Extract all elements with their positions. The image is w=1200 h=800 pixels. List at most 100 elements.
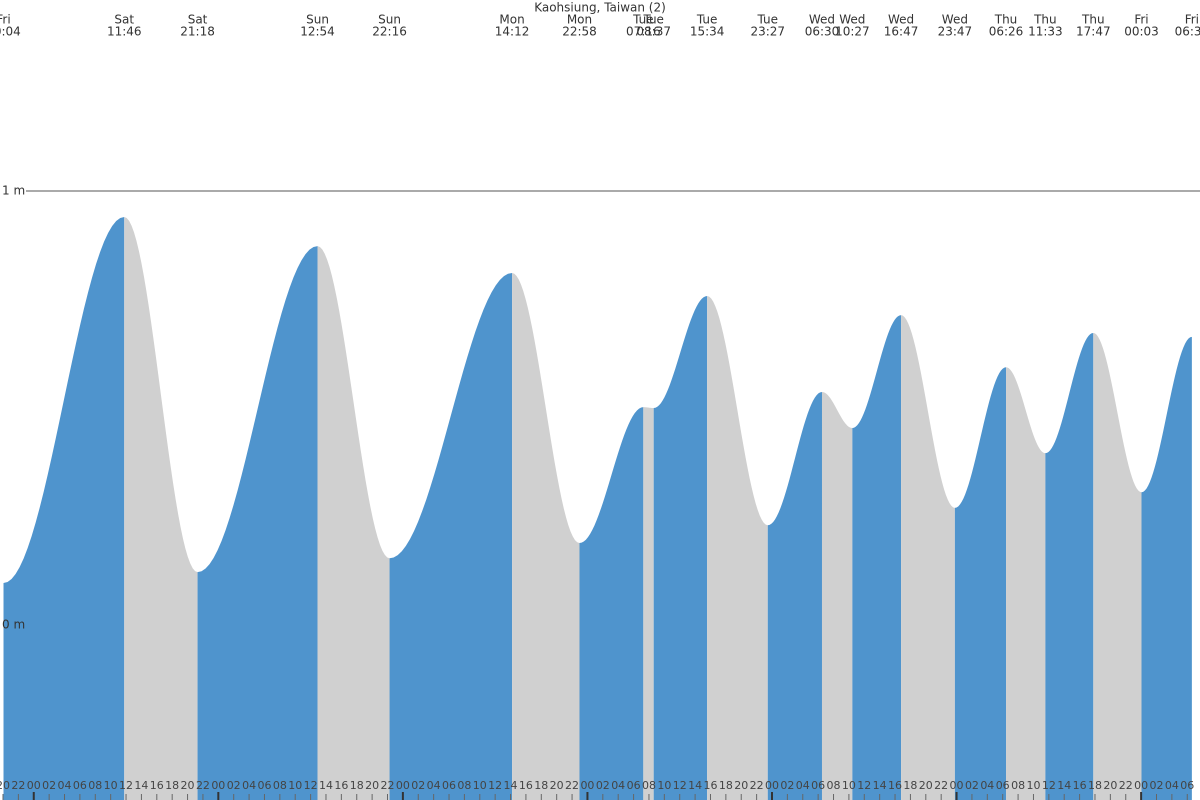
extreme-day: Wed — [942, 13, 968, 27]
rising-area — [1045, 332, 1094, 800]
extreme-time: 23:47 — [938, 25, 973, 39]
hour-label: 14 — [1057, 779, 1071, 792]
hour-label: 12 — [1042, 779, 1056, 792]
hour-label: 16 — [888, 779, 902, 792]
extreme-day: Tue — [696, 13, 718, 27]
extreme-time: 14:12 — [495, 25, 530, 39]
extreme-time: 11:46 — [107, 25, 142, 39]
rising-area — [767, 391, 822, 800]
extreme-day: Thu — [994, 13, 1018, 27]
extreme-time: 22:58 — [562, 25, 597, 39]
hour-label: 02 — [965, 779, 979, 792]
extreme-day: Sun — [306, 13, 329, 27]
hour-label: 18 — [719, 779, 733, 792]
hour-label: 14 — [688, 779, 702, 792]
extreme-time: 16:47 — [884, 25, 919, 39]
hour-label: 00 — [765, 779, 779, 792]
extreme-day: Thu — [1033, 13, 1057, 27]
hour-label: 06 — [627, 779, 641, 792]
hour-label: 04 — [796, 779, 810, 792]
extreme-time: 07:16 — [626, 25, 661, 39]
extreme-time: 22:16 — [372, 25, 407, 39]
rising-area — [954, 367, 1007, 800]
hour-label: 22 — [381, 779, 395, 792]
hour-label: 12 — [304, 779, 318, 792]
hour-label: 16 — [150, 779, 164, 792]
hour-label: 06 — [73, 779, 87, 792]
hour-label: 10 — [842, 779, 856, 792]
hour-label: 22 — [11, 779, 25, 792]
extreme-day: Fri — [1134, 13, 1148, 27]
extreme-time: 23:27 — [750, 25, 785, 39]
falling-area — [1006, 367, 1046, 800]
hour-label: 22 — [196, 779, 210, 792]
hour-label: 22 — [1119, 779, 1133, 792]
hour-label: 10 — [104, 779, 118, 792]
extreme-time: 17:47 — [1076, 25, 1111, 39]
hour-label: 12 — [119, 779, 133, 792]
hour-label: 20 — [181, 779, 195, 792]
extreme-time: 12:54 — [300, 25, 335, 39]
rising-area — [197, 246, 318, 800]
hour-label: 02 — [411, 779, 425, 792]
falling-area — [901, 315, 955, 800]
rising-area — [852, 315, 902, 800]
hour-label: 20 — [734, 779, 748, 792]
hour-label: 08 — [827, 779, 841, 792]
extreme-time: 06:26 — [989, 25, 1024, 39]
hour-label: 20 — [1103, 779, 1117, 792]
hour-label: 16 — [334, 779, 348, 792]
hour-label: 04 — [980, 779, 994, 792]
extreme-day: Wed — [839, 13, 865, 27]
hour-label: 14 — [504, 779, 518, 792]
hour-label: 18 — [903, 779, 917, 792]
hour-label: 14 — [134, 779, 148, 792]
hour-label: 02 — [1150, 779, 1164, 792]
hour-label: 12 — [857, 779, 871, 792]
extreme-day: Wed — [888, 13, 914, 27]
extreme-day: Tue — [642, 13, 664, 27]
hour-label: 08 — [88, 779, 102, 792]
hour-label: 02 — [227, 779, 241, 792]
hour-label: 00 — [396, 779, 410, 792]
y-tick-label: 1 m — [2, 183, 25, 197]
hour-label: 14 — [873, 779, 887, 792]
hour-label: 00 — [580, 779, 594, 792]
hour-label: 02 — [780, 779, 794, 792]
hour-label: 22 — [565, 779, 579, 792]
hour-label: 04 — [427, 779, 441, 792]
extreme-day: Mon — [567, 13, 592, 27]
falling-area — [124, 217, 198, 800]
y-tick-label: 0 m — [2, 618, 25, 632]
hour-label: 18 — [534, 779, 548, 792]
extreme-day: Fri — [1185, 13, 1199, 27]
hour-label: 20 — [365, 779, 379, 792]
rising-area — [1141, 336, 1192, 800]
hour-label: 02 — [42, 779, 56, 792]
extreme-day: Sat — [114, 13, 134, 27]
rising-area — [3, 217, 125, 800]
hour-label: 22 — [750, 779, 764, 792]
extreme-day: Wed — [809, 13, 835, 27]
falling-area — [1093, 332, 1142, 800]
extreme-time: 15:34 — [690, 25, 725, 39]
extreme-day: Thu — [1081, 13, 1105, 27]
hour-label: 22 — [934, 779, 948, 792]
tide-areas — [3, 217, 1192, 800]
chart-title: Kaohsiung, Taiwan (2) — [534, 1, 666, 15]
extreme-day: Fri — [0, 13, 11, 27]
extreme-time: 10:27 — [835, 25, 870, 39]
hour-label: 20 — [0, 779, 10, 792]
hour-label: 14 — [319, 779, 333, 792]
extreme-day: Tue — [632, 13, 654, 27]
hour-label: 04 — [58, 779, 72, 792]
falling-area — [317, 246, 390, 800]
hour-label: 06 — [1180, 779, 1194, 792]
hour-label: 06 — [811, 779, 825, 792]
extreme-day: Tue — [757, 13, 779, 27]
extreme-time: 06:30 — [805, 25, 840, 39]
hour-label: 08 — [273, 779, 287, 792]
extreme-time: 20:04 — [0, 25, 21, 39]
falling-area — [512, 273, 580, 800]
